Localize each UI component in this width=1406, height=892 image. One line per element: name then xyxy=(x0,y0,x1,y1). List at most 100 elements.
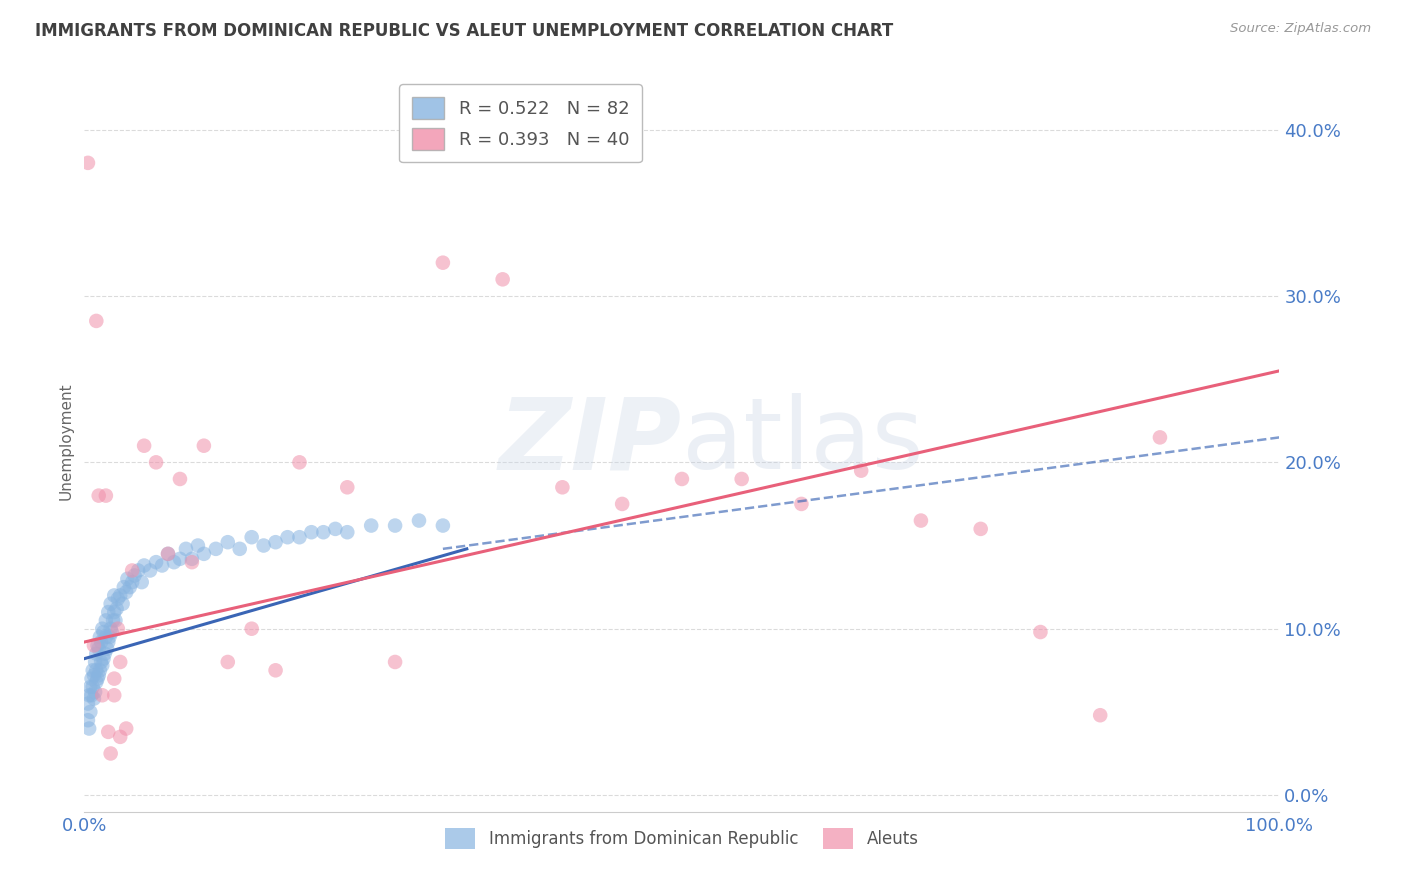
Point xyxy=(86,675,108,690)
Point xyxy=(1029,625,1052,640)
Point xyxy=(671,472,693,486)
Point xyxy=(87,489,110,503)
Point xyxy=(80,688,103,702)
Point xyxy=(253,539,276,553)
Point xyxy=(110,589,132,603)
Point xyxy=(117,572,139,586)
Point xyxy=(83,668,105,682)
Point xyxy=(103,688,125,702)
Point xyxy=(157,547,180,561)
Point xyxy=(93,625,115,640)
Point xyxy=(217,535,239,549)
Point xyxy=(229,541,252,556)
Point xyxy=(103,672,125,686)
Point xyxy=(83,638,105,652)
Point xyxy=(77,688,100,702)
Point xyxy=(83,691,105,706)
Point xyxy=(157,547,180,561)
Point xyxy=(84,655,107,669)
Point xyxy=(169,551,191,566)
Point xyxy=(107,622,129,636)
Point xyxy=(312,525,335,540)
Point xyxy=(89,663,111,677)
Point xyxy=(240,622,263,636)
Point xyxy=(193,547,215,561)
Point xyxy=(187,539,209,553)
Legend: Immigrants from Dominican Republic, Aleuts: Immigrants from Dominican Republic, Aleu… xyxy=(439,822,925,855)
Point xyxy=(731,472,754,486)
Point xyxy=(240,530,263,544)
Point xyxy=(86,314,108,328)
Point xyxy=(84,685,107,699)
Point xyxy=(100,622,122,636)
Point xyxy=(492,272,515,286)
Point xyxy=(90,655,112,669)
Point xyxy=(87,641,110,656)
Text: Source: ZipAtlas.com: Source: ZipAtlas.com xyxy=(1230,22,1371,36)
Point xyxy=(150,558,173,573)
Point xyxy=(111,597,134,611)
Point xyxy=(432,255,454,269)
Point xyxy=(87,668,110,682)
Point xyxy=(139,564,162,578)
Point xyxy=(336,525,359,540)
Point xyxy=(103,605,125,619)
Point xyxy=(145,455,167,469)
Point xyxy=(790,497,813,511)
Point xyxy=(91,688,114,702)
Point xyxy=(97,635,120,649)
Point xyxy=(408,514,430,528)
Text: atlas: atlas xyxy=(682,393,924,490)
Y-axis label: Unemployment: Unemployment xyxy=(58,383,73,500)
Point xyxy=(97,724,120,739)
Point xyxy=(851,464,873,478)
Point xyxy=(132,439,156,453)
Point xyxy=(910,514,932,528)
Point xyxy=(96,641,118,656)
Point xyxy=(1149,430,1171,444)
Point xyxy=(89,630,111,644)
Point xyxy=(325,522,347,536)
Point xyxy=(93,651,115,665)
Point xyxy=(77,156,100,170)
Point xyxy=(77,722,100,736)
Point xyxy=(101,614,124,628)
Point xyxy=(217,655,239,669)
Point xyxy=(169,472,191,486)
Point xyxy=(94,614,117,628)
Point xyxy=(91,658,114,673)
Text: IMMIGRANTS FROM DOMINICAN REPUBLIC VS ALEUT UNEMPLOYMENT CORRELATION CHART: IMMIGRANTS FROM DOMINICAN REPUBLIC VS AL… xyxy=(35,22,893,40)
Point xyxy=(107,591,129,606)
Point xyxy=(1090,708,1112,723)
Point xyxy=(181,551,204,566)
Point xyxy=(101,625,124,640)
Point xyxy=(110,655,132,669)
Point xyxy=(79,680,101,694)
Text: ZIP: ZIP xyxy=(499,393,682,490)
Point xyxy=(384,518,406,533)
Point xyxy=(551,480,574,494)
Point xyxy=(970,522,993,536)
Point xyxy=(82,663,104,677)
Point xyxy=(145,555,167,569)
Point xyxy=(94,630,117,644)
Point xyxy=(301,525,323,540)
Point xyxy=(174,541,197,556)
Point xyxy=(97,605,120,619)
Point xyxy=(163,555,186,569)
Point xyxy=(94,489,117,503)
Point xyxy=(115,585,138,599)
Point xyxy=(264,535,287,549)
Point xyxy=(86,672,108,686)
Point xyxy=(264,663,287,677)
Point xyxy=(121,575,143,590)
Point xyxy=(131,575,153,590)
Point xyxy=(100,747,122,761)
Point xyxy=(90,635,112,649)
Point xyxy=(100,597,122,611)
Point xyxy=(118,580,141,594)
Point xyxy=(103,589,125,603)
Point xyxy=(336,480,359,494)
Point xyxy=(121,564,143,578)
Point xyxy=(80,672,103,686)
